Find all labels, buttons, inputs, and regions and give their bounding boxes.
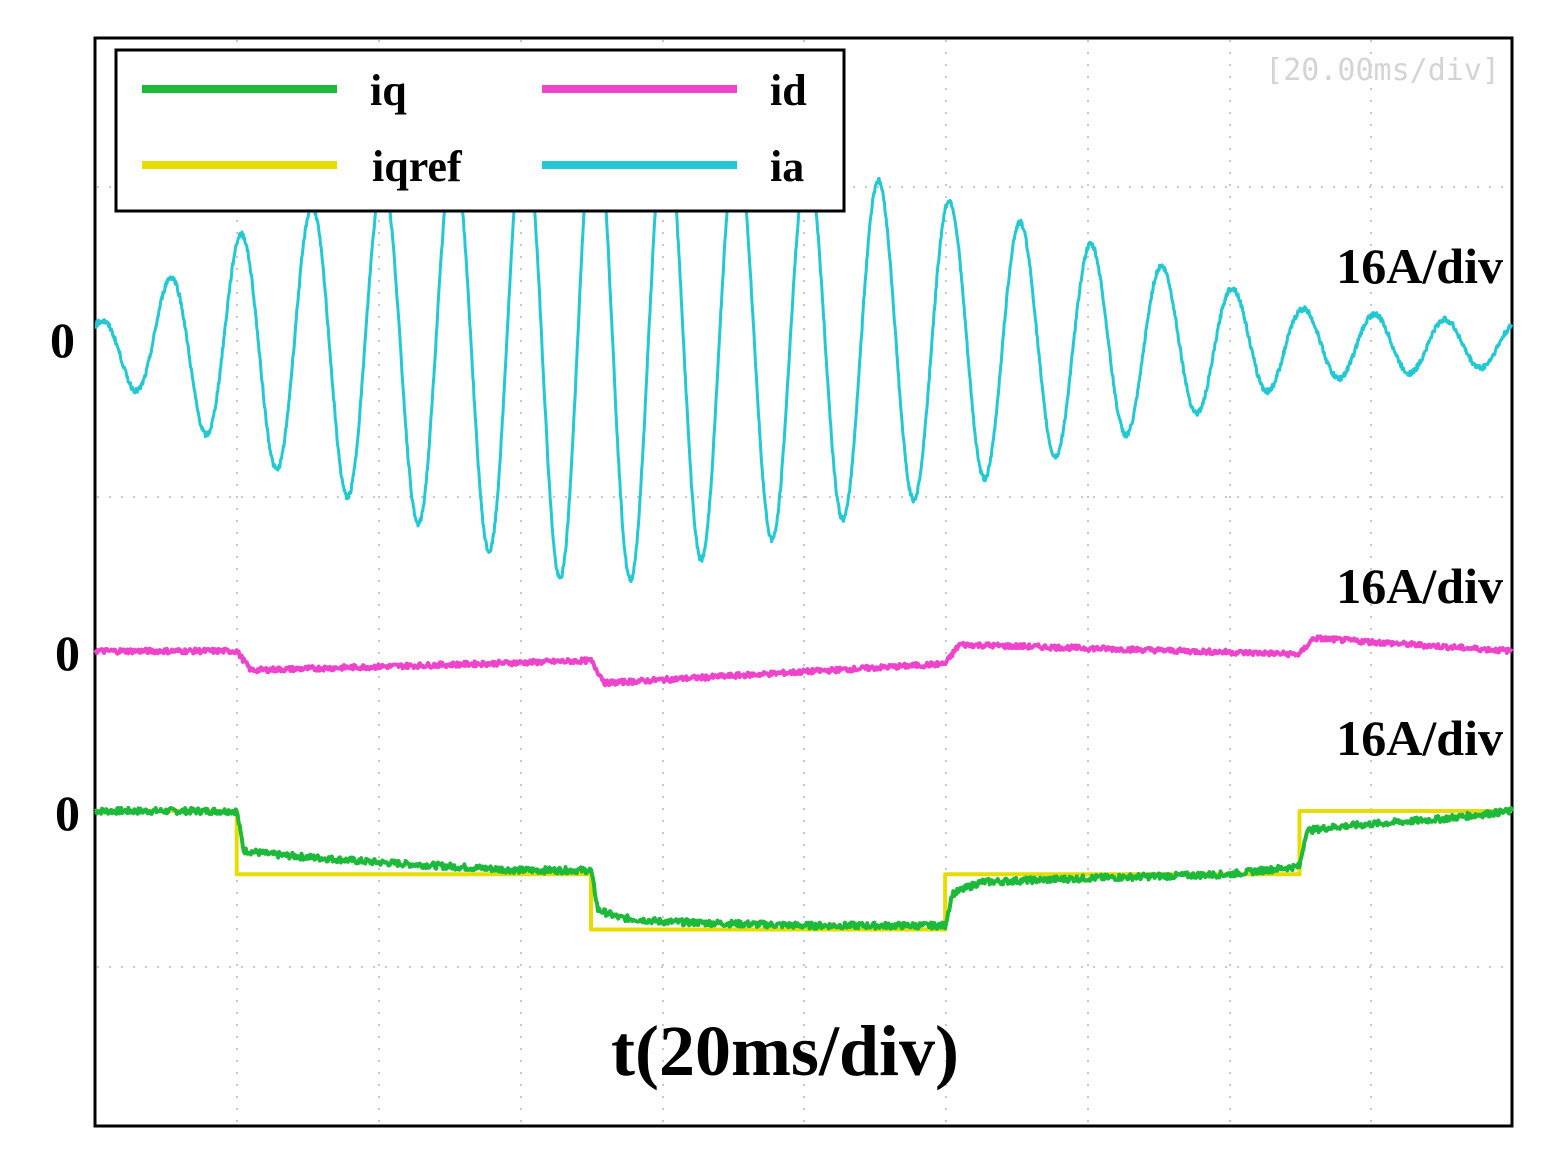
legend-label-iqref: iqref <box>372 142 463 191</box>
trace-iq <box>94 805 1514 931</box>
scale-label-id: 16A/div <box>1336 558 1503 614</box>
trace-id <box>93 634 1514 688</box>
legend-box <box>114 48 846 213</box>
legend-label-id: id <box>770 66 807 115</box>
trace-iqref <box>95 809 1512 932</box>
legend: iq id iqref ia <box>114 48 846 213</box>
zero-label-ia: 0 <box>50 312 75 368</box>
scale-label-iq: 16A/div <box>1336 710 1503 766</box>
legend-label-ia: ia <box>770 142 804 191</box>
scale-label-ia: 16A/div <box>1336 238 1503 294</box>
zero-label-iq: 0 <box>55 785 80 841</box>
x-axis-label: t(20ms/div) <box>611 1011 959 1091</box>
zero-label-id: 0 <box>55 625 80 681</box>
legend-label-iq: iq <box>370 66 407 115</box>
grid <box>97 40 1510 1124</box>
timebase-readout: [20.00ms/div] <box>1265 53 1500 88</box>
